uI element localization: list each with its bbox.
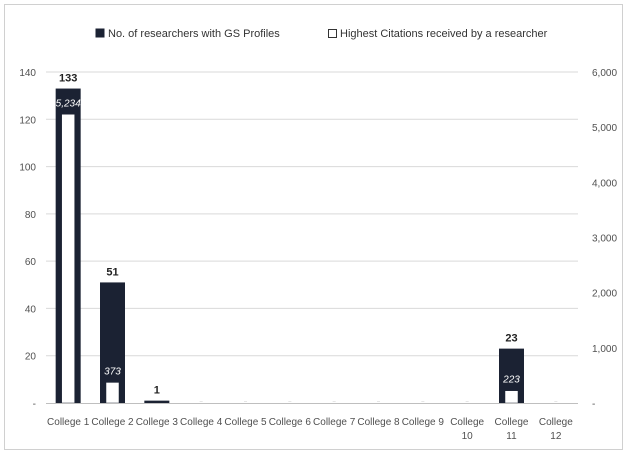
x-tick-label: 11 <box>506 431 517 442</box>
gridlines <box>46 71 578 357</box>
bar-researchers-zero <box>465 401 469 402</box>
x-tick-label: College 7 <box>313 417 356 428</box>
y-right-tick-label: 4,000 <box>592 178 617 189</box>
x-tick-label: College <box>495 417 529 428</box>
y-left-tick-label: 100 <box>19 163 36 174</box>
y-left-tick-label: 20 <box>25 352 37 363</box>
legend-label-researchers: No. of researchers with GS Profiles <box>108 28 280 40</box>
x-tick-label: College 2 <box>91 417 134 428</box>
axes: 140 120 100 80 60 40 20 - 6,000 5,000 4,000 3,000 2,… <box>19 68 617 442</box>
y-right-tick-label: 6,000 <box>592 68 617 79</box>
x-tick-label: College 3 <box>136 417 179 428</box>
bar-citations <box>504 390 519 404</box>
legend-swatch-citations <box>328 29 337 38</box>
x-tick-label: 12 <box>550 431 562 442</box>
bar-researchers-zero <box>554 401 558 402</box>
data-labels: 133 5,234 51 373 1 23 223 <box>56 73 521 397</box>
legend: No. of researchers with GS Profiles Highe… <box>95 28 548 40</box>
x-tick-label: College <box>539 417 573 428</box>
data-label-citations: 5,234 <box>56 98 81 109</box>
x-tick-label: College 8 <box>357 417 400 428</box>
bar-researchers-zero <box>288 401 292 402</box>
x-tick-label: College 1 <box>47 417 90 428</box>
y-left-tick-label: 60 <box>25 257 37 268</box>
x-tick-label: College 9 <box>402 417 445 428</box>
chart-frame <box>4 4 623 450</box>
bar-researchers-zero <box>244 401 247 402</box>
x-tick-label: College 6 <box>269 417 312 428</box>
bar-citations <box>61 114 75 404</box>
y-right-tick-label: 3,000 <box>592 234 617 245</box>
data-label-researchers: 133 <box>59 73 77 85</box>
bar-researchers-zero <box>421 401 425 402</box>
legend-swatch-researchers <box>95 28 105 38</box>
data-label-researchers: 1 <box>154 385 160 397</box>
bar-citations <box>105 382 120 404</box>
y-left-tick-label: 40 <box>25 304 37 315</box>
y-left-tick-label: 140 <box>19 68 36 79</box>
y-right-tick-label: 1,000 <box>592 344 617 355</box>
bar-researchers <box>144 400 170 403</box>
data-label-citations: 373 <box>104 366 121 377</box>
y-right-tick-label: 2,000 <box>592 289 617 300</box>
data-label-citations: 223 <box>502 375 520 386</box>
y-left-tick-label: 120 <box>19 115 36 126</box>
bar-researchers-zero <box>332 401 336 402</box>
y-left-tick-label: - <box>33 399 36 410</box>
x-tick-label: College 4 <box>180 417 223 428</box>
bars <box>55 88 558 404</box>
x-tick-label: College <box>450 417 484 428</box>
y-right-tick-label: - <box>592 399 595 410</box>
y-right-tick-label: 5,000 <box>592 123 617 134</box>
data-label-researchers: 23 <box>505 333 517 345</box>
x-tick-label: 10 <box>462 431 474 442</box>
data-label-researchers: 51 <box>106 266 118 278</box>
x-tick-label: College 5 <box>224 417 267 428</box>
bar-researchers-zero <box>199 401 203 402</box>
bar-researchers-zero <box>377 401 380 402</box>
y-left-tick-label: 80 <box>25 210 37 221</box>
legend-label-citations: Highest Citations received by a research… <box>340 28 548 40</box>
